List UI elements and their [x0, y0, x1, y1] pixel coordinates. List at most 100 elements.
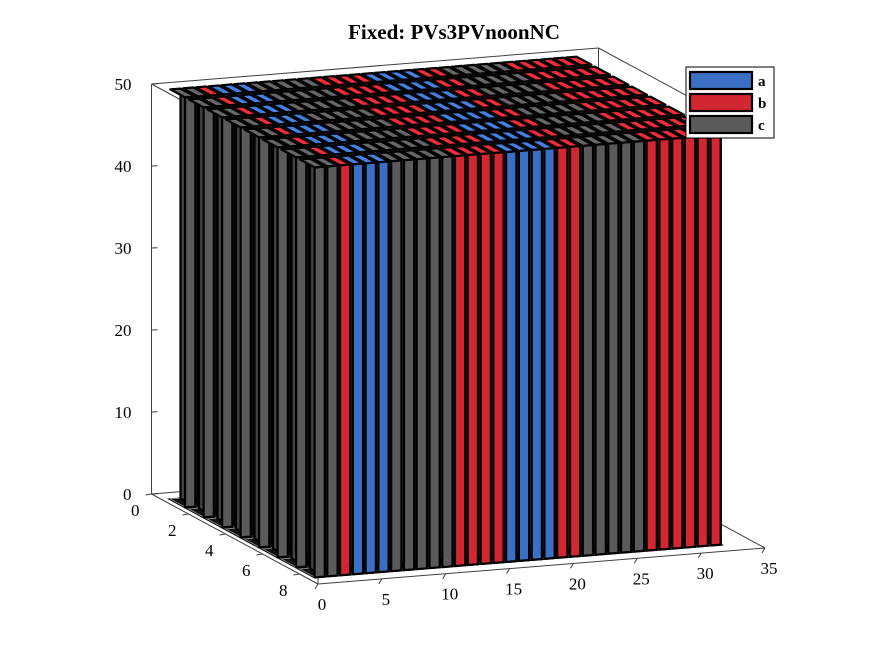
bar-top-face: [298, 157, 326, 169]
bar-c-x10-y8: [413, 148, 441, 570]
bar-a-x16-y8: [490, 142, 518, 564]
bar-top-face: [324, 155, 352, 167]
bar-top-face: [220, 83, 248, 95]
bar-top-face: [576, 77, 604, 89]
bar-top-face: [468, 74, 496, 86]
bar-top-face: [448, 87, 476, 99]
bar-top-face: [481, 73, 509, 85]
bar-top-face: [404, 79, 432, 92]
bar-front-face: [568, 144, 582, 558]
bar-top-face: [643, 129, 671, 141]
z-tick-label: 0: [123, 485, 132, 504]
bar-top-face: [338, 131, 366, 143]
bar-top-face: [557, 67, 586, 79]
bar-top-face: [434, 111, 462, 124]
bar-top-face: [644, 106, 673, 118]
bar-c-x23-y8: [579, 134, 607, 556]
legend-label-b: b: [758, 96, 766, 112]
bar-top-face: [561, 124, 589, 136]
bar-top-face: [426, 147, 454, 159]
bar-front-face: [543, 146, 556, 561]
bar-top-face: [385, 93, 413, 105]
bar-a-x4-y8: [337, 154, 365, 576]
bar-a-x18-y8: [515, 140, 544, 562]
bar-top-face: [474, 85, 502, 97]
bar-top-face: [471, 132, 499, 144]
bar-top-face: [487, 84, 515, 96]
bar-top-face: [373, 70, 401, 83]
bar-top-face: [607, 86, 636, 98]
x-tick-label: 5: [382, 590, 391, 609]
bar-top-face: [447, 110, 475, 123]
bar-top-face: [554, 136, 582, 148]
bar-top-face: [372, 94, 400, 106]
bar-front-face: [696, 134, 710, 548]
bar-c-x1-y5: [243, 127, 271, 549]
bar-top-face: [639, 95, 667, 107]
x-tick-label: 30: [697, 564, 714, 583]
bar-top-face: [545, 68, 573, 80]
y-tick-label: 2: [168, 521, 177, 540]
bar-top-face: [511, 105, 539, 117]
bar-top-face: [631, 107, 660, 119]
bar-top-face: [504, 117, 532, 129]
bar-top-face: [389, 127, 417, 139]
x-tick-label: 10: [441, 585, 458, 604]
bar-top-face: [258, 80, 286, 92]
bar-top-face: [305, 145, 333, 157]
legend: abc: [685, 66, 775, 139]
bar-top-face: [213, 95, 241, 107]
bar-top-face: [207, 84, 235, 96]
bar-b-x21-y8: [554, 136, 582, 558]
bar-top-face: [390, 104, 418, 116]
bar-top-face: [599, 121, 627, 133]
bar-top-face: [237, 116, 265, 128]
bar-top-face: [300, 134, 328, 146]
x-tick-mark: [761, 547, 766, 554]
bar-top-face: [602, 75, 630, 87]
bar-top-face: [268, 125, 296, 137]
bar-top-face: [388, 150, 416, 162]
bar-front-face: [479, 152, 492, 566]
bar-top-face: [333, 97, 362, 109]
bar-c-x1-y2: [187, 97, 215, 519]
bar-front-face: [453, 154, 467, 568]
bar-b-x20-y8: [541, 137, 569, 559]
bar-front-face: [709, 133, 722, 547]
bar-top-face: [294, 123, 322, 135]
bar-top-face: [630, 130, 658, 142]
bar-c-x7-y8: [375, 151, 403, 573]
bar-top-face: [467, 97, 495, 109]
bar-front-face: [581, 143, 595, 557]
bar-top-face: [321, 98, 349, 110]
bar-top-face: [563, 78, 592, 90]
legend-swatch-c: [688, 114, 754, 135]
bar-b-x29-y8: [656, 128, 684, 550]
bar-top-face: [397, 91, 425, 104]
bar-top-face: [453, 121, 481, 134]
bar-c-x1-y7: [280, 147, 308, 569]
bar-top-face: [529, 115, 558, 127]
bar-top-face: [441, 99, 469, 112]
bar-top-face: [275, 113, 303, 125]
bar-top-face: [349, 153, 377, 165]
bar-top-face: [319, 121, 347, 133]
bar-a-x6-y8: [362, 152, 390, 574]
bar-top-face: [600, 98, 629, 110]
bar-b-x12-y8: [439, 146, 467, 568]
bar-top-face: [311, 156, 339, 168]
bar-top-face: [181, 86, 210, 98]
bar-top-face: [257, 103, 285, 115]
bar-c-x1-y8: [298, 157, 326, 579]
bar-top-face: [250, 115, 278, 127]
bar-front-face: [530, 148, 544, 562]
axis-box-line: [317, 547, 766, 585]
bar-front-face: [517, 149, 531, 563]
bar-top-face: [555, 113, 583, 125]
bar-top-face: [245, 81, 273, 93]
y-tick-mark: [256, 553, 263, 556]
bar-top-face: [224, 117, 252, 129]
bar-top-face: [399, 68, 427, 81]
bar-top-face: [464, 144, 492, 156]
bar-top-face: [395, 138, 423, 150]
